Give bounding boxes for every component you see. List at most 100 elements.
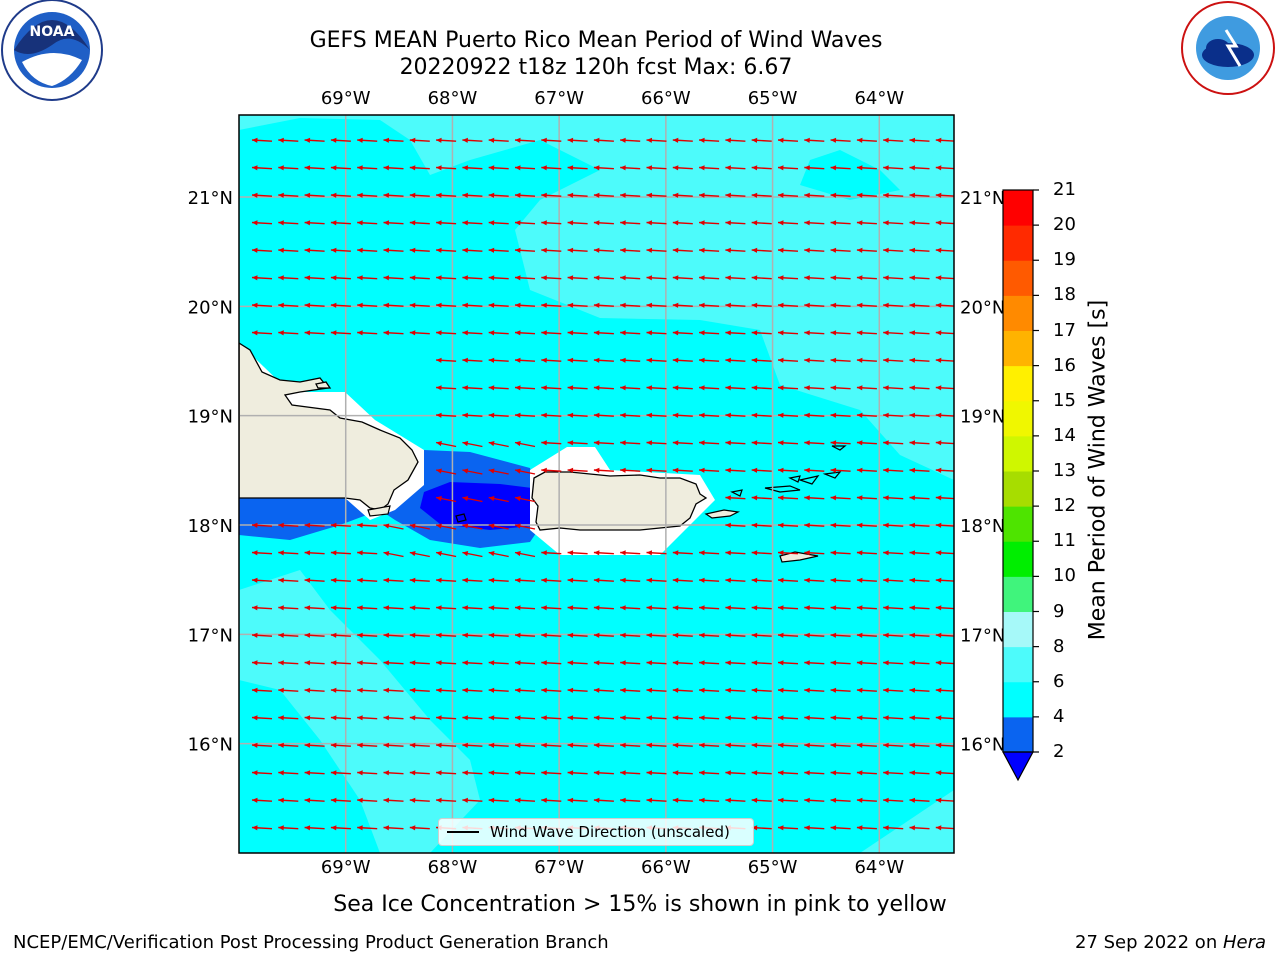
wave-arrow <box>856 412 877 418</box>
wave-arrow <box>436 247 457 253</box>
wave-arrow <box>935 247 954 253</box>
wave-arrow <box>593 357 614 363</box>
wave-arrow <box>620 385 641 391</box>
wave-arrow <box>725 192 746 198</box>
lon-tick-label: 68°W <box>428 88 478 109</box>
wave-arrow <box>462 551 483 558</box>
wave-arrow <box>699 715 720 721</box>
lon-tick-label: 69°W <box>321 857 371 878</box>
noaa-logo: NOAA <box>1 0 103 101</box>
wave-arrow <box>830 275 851 281</box>
wave-arrow <box>567 742 588 748</box>
wave-arrow <box>462 357 483 363</box>
wave-arrow <box>304 165 325 171</box>
wave-arrow <box>462 137 483 143</box>
wave-arrow <box>804 522 825 528</box>
wave-arrow <box>357 715 378 721</box>
wave-arrow <box>462 330 483 336</box>
lat-tick-label: 20°N <box>188 297 233 318</box>
wave-arrow <box>777 632 799 638</box>
wave-arrow <box>699 385 720 391</box>
wave-arrow <box>620 165 641 171</box>
wave-arrow <box>935 330 954 336</box>
wave-arrow <box>856 660 877 666</box>
wave-arrow <box>672 577 693 583</box>
wave-arrow <box>646 660 667 666</box>
wave-arrow <box>567 467 588 473</box>
wave-arrow <box>909 385 930 391</box>
wave-arrow <box>725 577 746 583</box>
wave-arrow <box>304 825 325 831</box>
wave-arrow <box>777 165 799 171</box>
wave-arrow <box>278 302 299 308</box>
wave-arrow <box>514 137 536 143</box>
wave-arrow <box>620 770 641 776</box>
wave-arrow <box>804 715 825 721</box>
wave-arrow <box>620 302 641 308</box>
wave-arrow <box>278 605 299 611</box>
wave-arrow <box>330 770 351 776</box>
wave-arrow <box>909 632 930 638</box>
wave-arrow <box>699 632 720 638</box>
wave-arrow <box>646 165 667 171</box>
wave-arrow <box>304 742 325 748</box>
wave-arrow <box>567 275 588 281</box>
colorbar-segment <box>1003 506 1033 542</box>
lon-tick-label: 64°W <box>854 88 904 109</box>
wave-arrow <box>725 605 746 611</box>
wave-arrow <box>883 715 904 721</box>
wave-arrow <box>251 605 273 611</box>
land-virgin-islands <box>764 445 847 493</box>
wave-arrow <box>856 797 877 803</box>
wave-arrow <box>514 523 536 530</box>
wave-arrow <box>514 385 536 391</box>
wave-arrow <box>804 330 825 336</box>
lat-tick-label: 17°N <box>188 625 233 646</box>
wave-arrow <box>751 742 772 748</box>
wave-arrow <box>251 330 273 336</box>
wave-arrow <box>567 440 588 446</box>
colorbar <box>1001 189 1039 782</box>
wave-arrow <box>409 330 430 336</box>
wave-arrow <box>357 687 378 693</box>
wave-arrow <box>488 441 509 448</box>
wave-arrow <box>488 742 509 748</box>
wave-arrow <box>514 632 536 638</box>
wave-arrow <box>330 632 351 638</box>
wave-arrow <box>725 770 746 776</box>
colorbar-segment <box>1003 611 1033 648</box>
wave-arrow <box>330 330 351 336</box>
colorbar-extend-arrow <box>1001 751 1035 782</box>
lon-tick-label: 66°W <box>641 88 691 109</box>
wave-arrow <box>409 523 430 530</box>
wave-arrow <box>883 275 904 281</box>
wave-arrow <box>488 523 509 530</box>
wave-arrow <box>514 770 536 776</box>
wave-arrow <box>751 302 772 308</box>
wave-arrow <box>751 577 772 583</box>
wave-arrow <box>488 605 509 611</box>
wave-arrow <box>777 330 799 336</box>
wave-arrow <box>514 357 536 363</box>
wave-arrow <box>751 495 772 501</box>
wave-arrow <box>830 770 851 776</box>
wave-arrow <box>883 495 904 501</box>
wave-arrow <box>620 275 641 281</box>
wave-arrow <box>830 687 851 693</box>
wave-arrow <box>777 550 799 556</box>
wave-arrow <box>909 137 930 143</box>
wave-arrow <box>383 137 404 143</box>
land-mona-island <box>455 513 467 523</box>
wave-arrow <box>672 220 693 226</box>
wave-arrow <box>462 797 483 803</box>
colorbar-tick-label: 15 <box>1053 389 1076 411</box>
wave-arrow <box>777 302 799 308</box>
wave-arrow <box>935 770 954 776</box>
wave-arrow <box>436 412 457 418</box>
lat-tick-label: 18°N <box>960 516 1005 537</box>
wave-arrow <box>567 660 588 666</box>
wave-arrow <box>514 605 536 611</box>
wave-arrow <box>804 302 825 308</box>
wave-arrow <box>304 687 325 693</box>
wave-arrow <box>541 467 562 473</box>
